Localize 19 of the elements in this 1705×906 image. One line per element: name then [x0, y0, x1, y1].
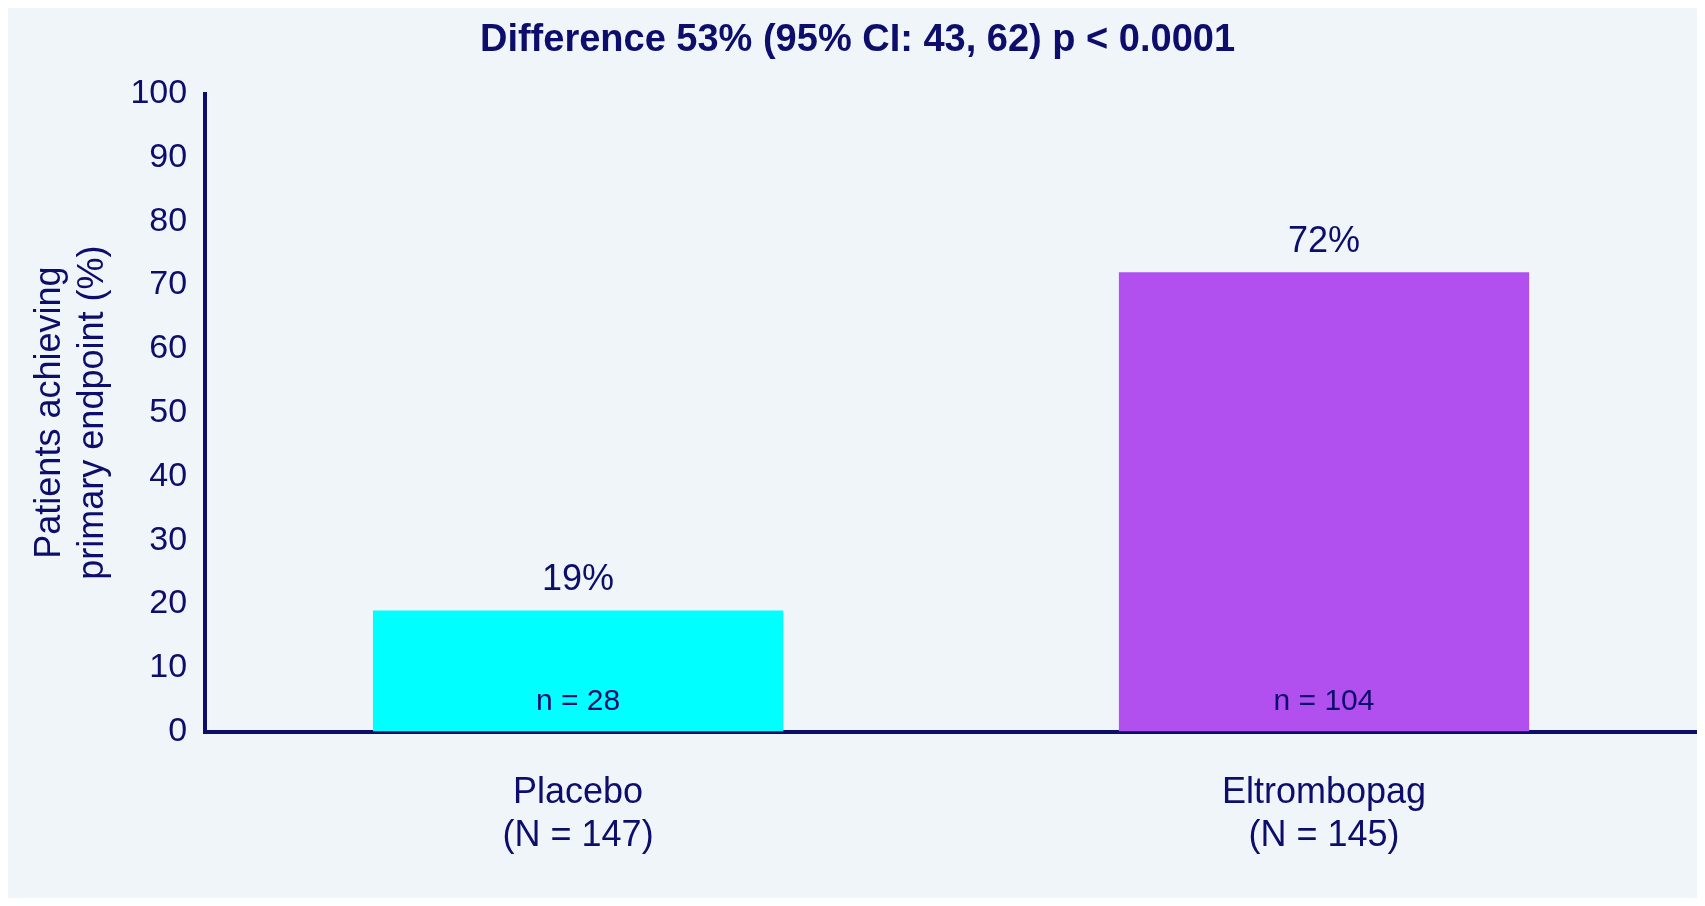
y-tick-label: 100 [130, 71, 188, 110]
annotation: n = 28 [535, 682, 621, 716]
data-label: 19% [542, 557, 615, 599]
y-tick-label: 90 [149, 135, 188, 174]
data-label: 72% [1288, 219, 1361, 261]
y-tick-label: 20 [149, 582, 188, 621]
y-axis-title: Patients achieving primary endpoint (%) [26, 245, 111, 580]
y-tick-label: 0 [168, 709, 188, 748]
x-tick-label: Placebo (N = 147) [502, 770, 654, 855]
x-tick-label: Eltrombopag (N = 145) [1221, 770, 1427, 855]
y-tick-label: 70 [149, 263, 188, 302]
y-tick-label: 40 [149, 454, 188, 493]
y-tick-label: 60 [149, 327, 188, 366]
y-tick-label: 10 [149, 646, 188, 685]
annotation: n = 104 [1273, 682, 1375, 716]
chart-title: Difference 53% (95% CI: 43, 62) p < 0.0001 [479, 17, 1236, 60]
y-tick-label: 80 [149, 199, 188, 238]
y-tick-label: 30 [149, 518, 188, 557]
y-tick-label: 50 [149, 390, 188, 429]
